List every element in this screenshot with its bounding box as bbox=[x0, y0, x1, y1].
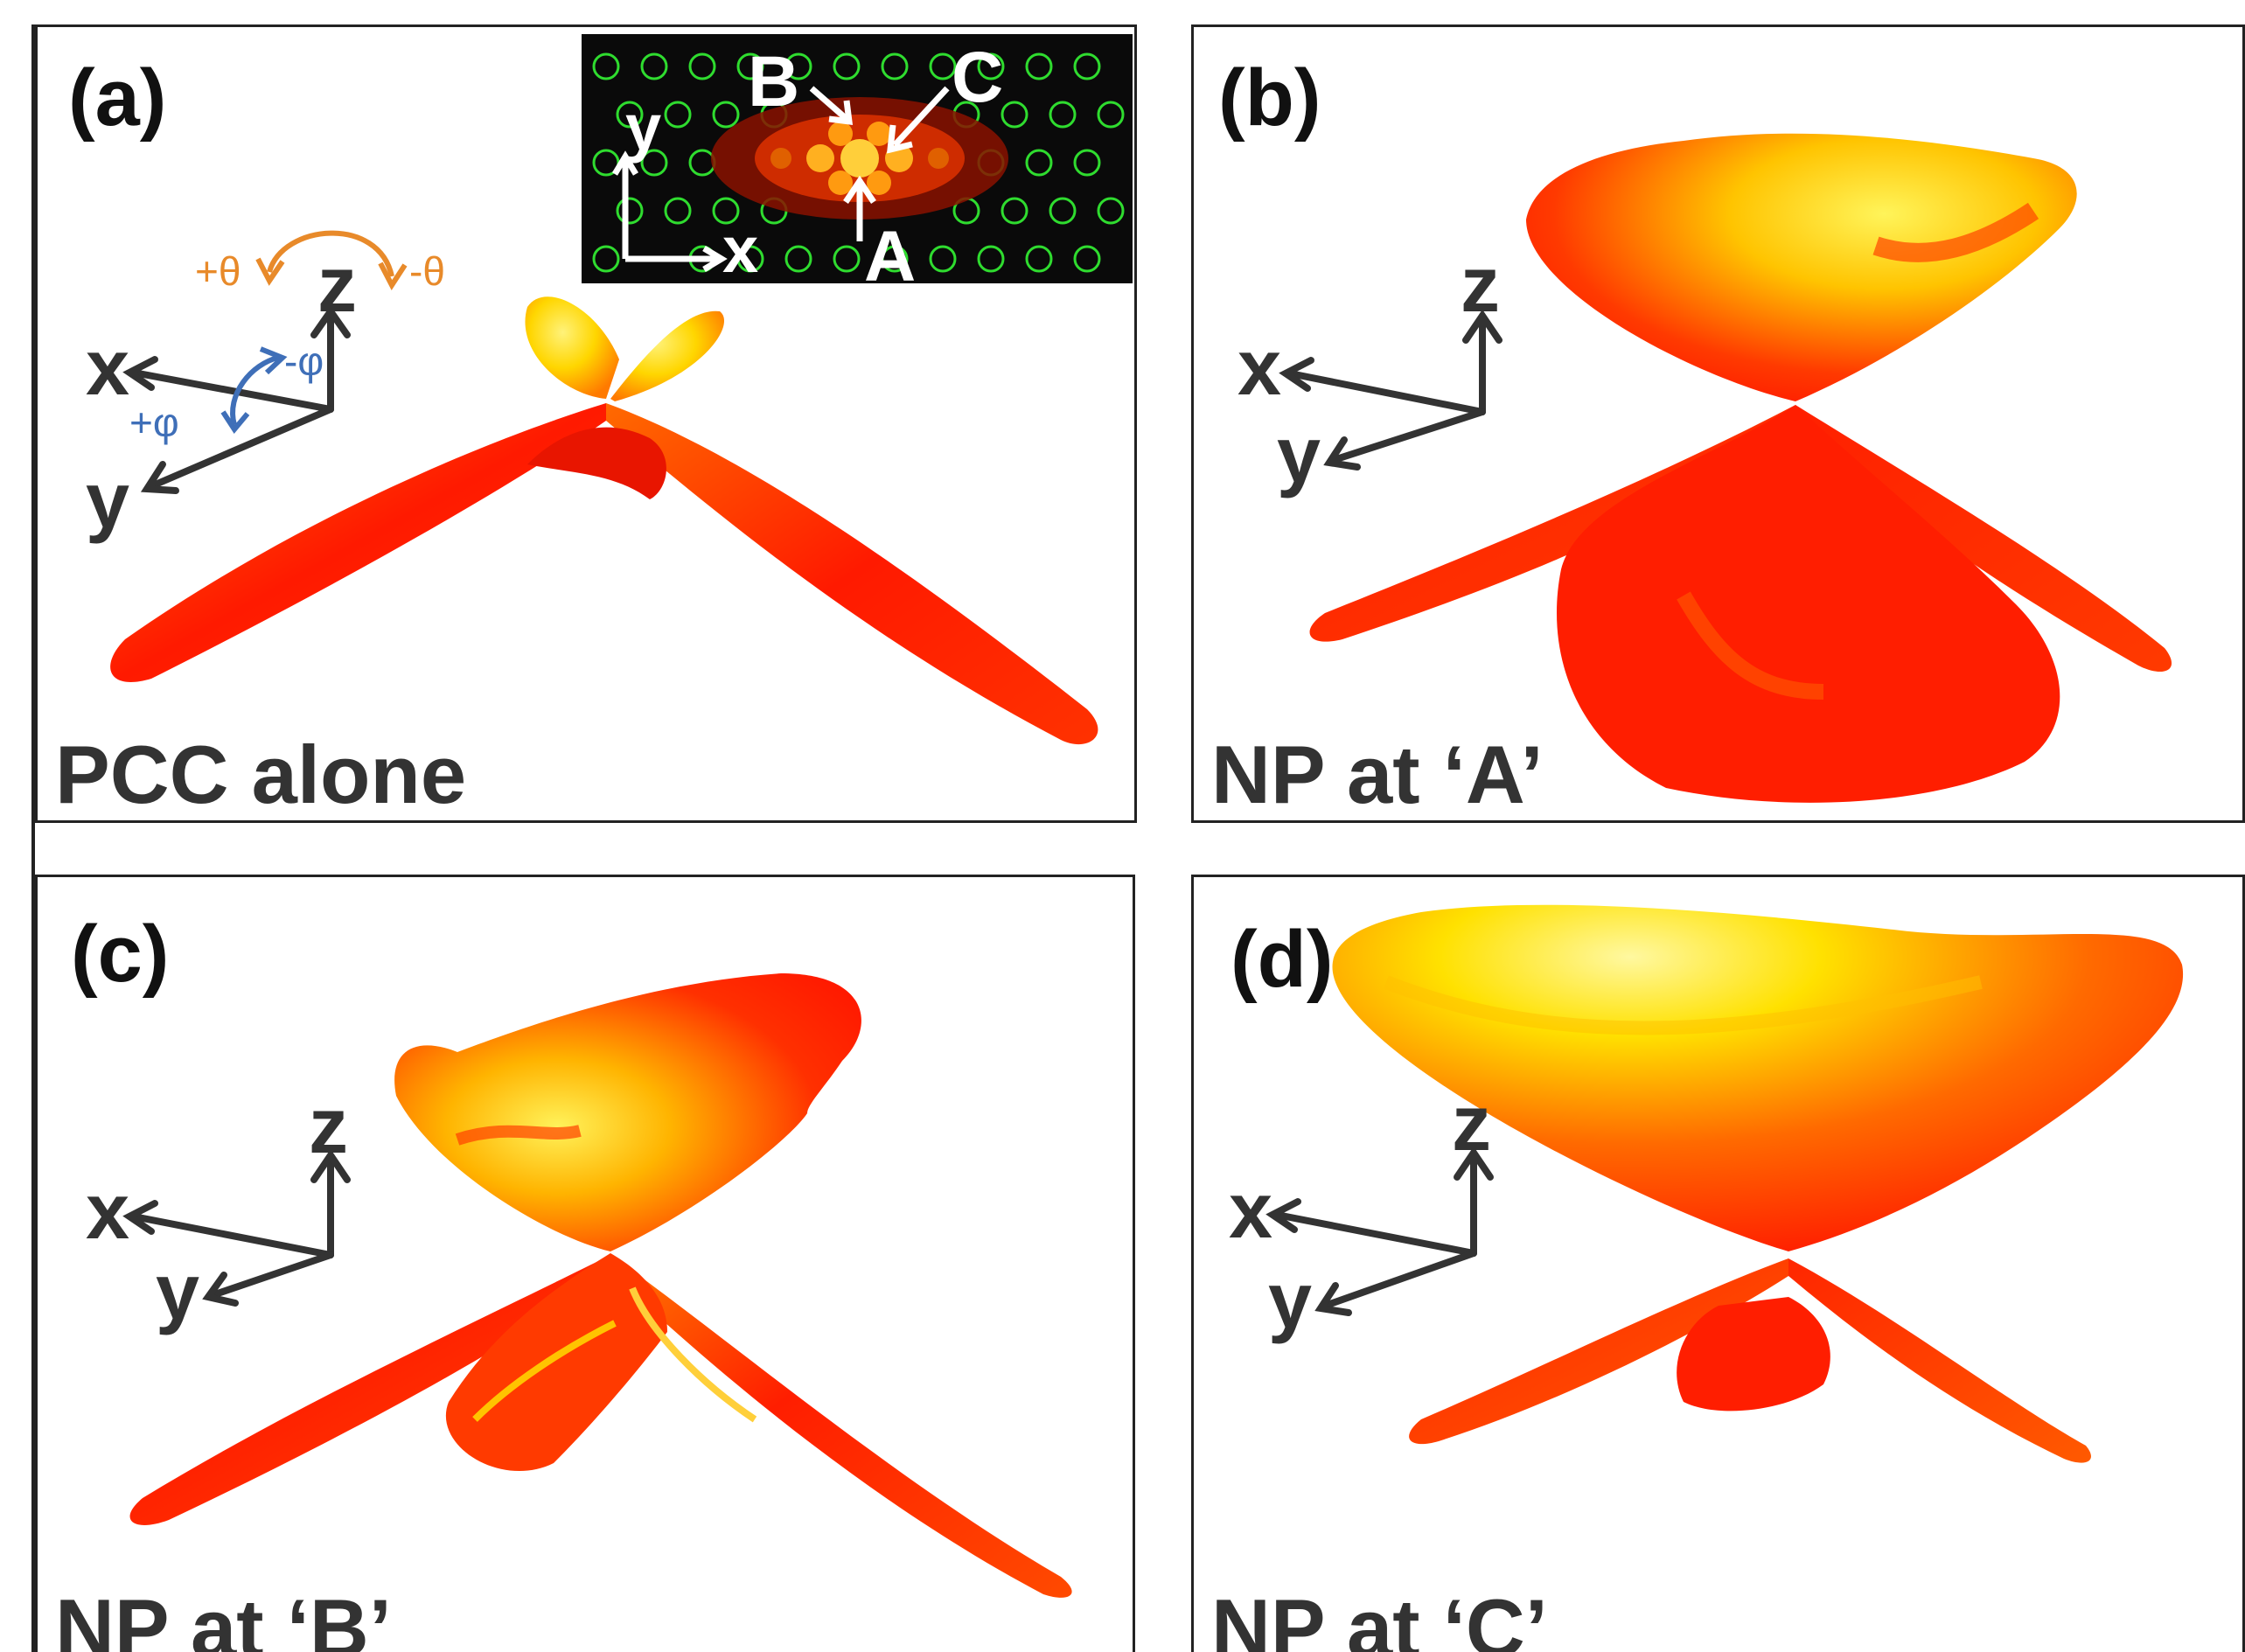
lobe-right bbox=[606, 403, 1098, 745]
lobe-top-right bbox=[610, 310, 724, 401]
inset-field-map: y x A B C bbox=[582, 34, 1133, 296]
axis-label-y: y bbox=[156, 1249, 199, 1336]
axis-triad-a bbox=[122, 305, 351, 494]
panel-c: z x y (c) NP at ‘B’ bbox=[35, 875, 1135, 1652]
panel-label-d: (d) bbox=[1231, 915, 1334, 1004]
inset-axis-y: y bbox=[625, 91, 661, 164]
panel-a-graphic: z x y +θ -θ -φ +φ bbox=[86, 34, 1133, 745]
panel-caption-c: NP at ‘B’ bbox=[55, 1582, 392, 1652]
phi-arrow bbox=[230, 355, 279, 426]
panel-caption-d: NP at ‘C’ bbox=[1211, 1582, 1548, 1652]
axis-triad-d bbox=[1265, 1146, 1494, 1316]
axis-label-y: y bbox=[1277, 412, 1321, 499]
panel-caption-b: NP at ‘A’ bbox=[1211, 728, 1544, 820]
panel-a: z x y +θ -θ -φ +φ bbox=[35, 24, 1137, 823]
panel-b-graphic: z x y bbox=[1238, 133, 2172, 803]
lobe-right bbox=[1795, 405, 2172, 673]
axis-label-z: z bbox=[309, 1083, 348, 1170]
panel-d: z x y (d) NP at ‘C’ bbox=[1191, 875, 2245, 1652]
axis-triad-b bbox=[1279, 309, 1502, 471]
inset-point-c: C bbox=[952, 38, 1003, 117]
axis-label-x: x bbox=[1238, 324, 1281, 412]
panel-c-graphic: z x y bbox=[86, 973, 1072, 1598]
lobe-left bbox=[110, 403, 606, 682]
inset-point-b: B bbox=[748, 42, 799, 122]
lobe-left bbox=[1309, 405, 1795, 642]
axis-label-x: x bbox=[1229, 1168, 1272, 1255]
axis-triad-c bbox=[122, 1148, 351, 1307]
lobe-center bbox=[445, 1253, 667, 1472]
axis-label-x: x bbox=[86, 324, 129, 412]
lobe-top bbox=[394, 973, 861, 1251]
inset-point-a: A bbox=[864, 217, 916, 296]
lobe-right bbox=[610, 1255, 1072, 1598]
left-rule bbox=[31, 24, 35, 1652]
panel-caption-a: PCC alone bbox=[55, 728, 467, 820]
panel-label-a: (a) bbox=[68, 53, 167, 143]
lobe-left bbox=[1409, 1258, 1788, 1445]
plus-phi-label: +φ bbox=[129, 400, 179, 445]
axis-label-y: y bbox=[1268, 1258, 1312, 1345]
lobe-left bbox=[129, 1255, 611, 1525]
lobe-top bbox=[1332, 904, 2184, 1251]
lobe-center bbox=[1677, 1297, 1830, 1412]
axis-label-z: z bbox=[317, 241, 357, 329]
theta-arrow bbox=[267, 230, 394, 277]
panel-label-c: (c) bbox=[71, 910, 170, 999]
lobe-top bbox=[1526, 133, 2077, 401]
lobe-top-left bbox=[525, 296, 619, 399]
panel-d-graphic: z x y bbox=[1229, 904, 2184, 1463]
lobe-right bbox=[1788, 1258, 2091, 1463]
axis-label-y: y bbox=[86, 457, 129, 545]
axis-label-z: z bbox=[1452, 1080, 1491, 1168]
lobe-bottom-bulb bbox=[1557, 405, 2060, 803]
axis-label-z: z bbox=[1461, 241, 1500, 329]
lobe-center-ripples bbox=[527, 427, 666, 499]
minus-theta-label: -θ bbox=[409, 248, 445, 294]
plus-theta-label: +θ bbox=[195, 248, 241, 294]
panel-label-b: (b) bbox=[1218, 53, 1321, 143]
panel-b: z x y (b) NP at ‘A’ bbox=[1191, 24, 2245, 823]
minus-phi-label: -φ bbox=[284, 338, 324, 384]
inset-axis-x: x bbox=[722, 213, 758, 286]
axis-label-x: x bbox=[86, 1168, 129, 1256]
